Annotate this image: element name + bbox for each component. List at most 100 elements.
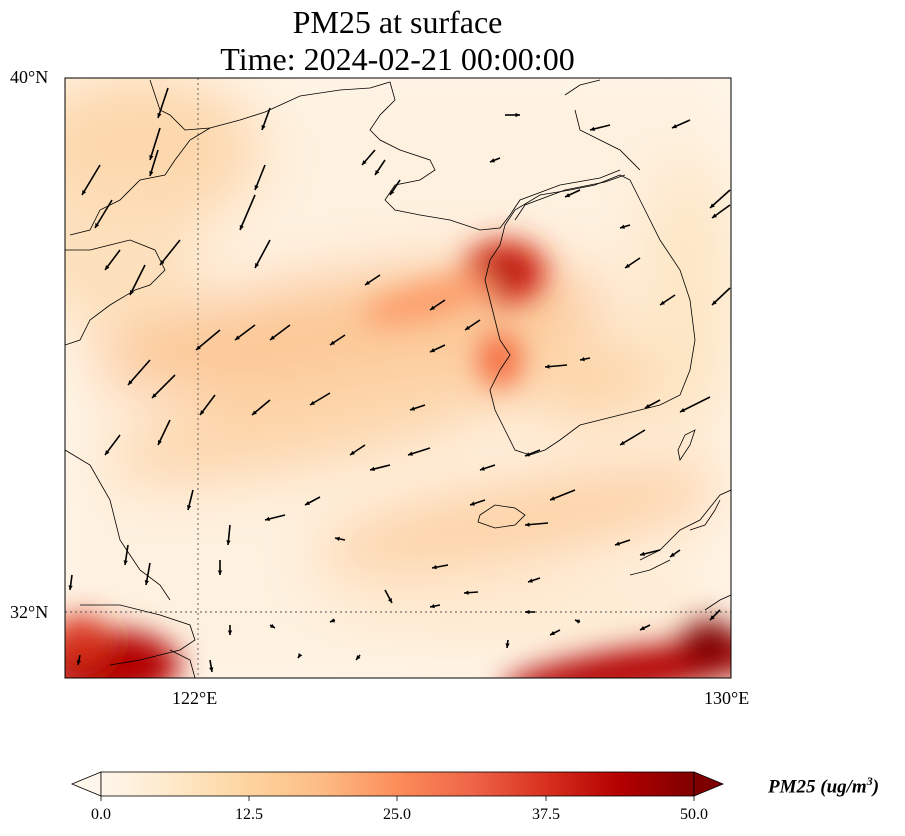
lat-tick-40: 40°N bbox=[10, 67, 49, 87]
wind-arrow-head bbox=[144, 580, 149, 585]
colorbar-label: PM25 (ug/m3) bbox=[768, 774, 880, 798]
lon-tick-122: 122°E bbox=[172, 688, 218, 708]
wind-arrow-head bbox=[235, 335, 240, 340]
wind-arrow-head bbox=[330, 340, 335, 345]
wind-arrow-head bbox=[149, 171, 154, 176]
wind-arrow-head bbox=[710, 203, 715, 208]
wind-arrow-head bbox=[123, 560, 128, 565]
wind-arrow-head bbox=[227, 630, 233, 635]
wind-arrow-head bbox=[209, 667, 214, 672]
wind-arrow bbox=[159, 239, 181, 266]
wind-arrow-head bbox=[350, 450, 355, 455]
wind-arrow-head bbox=[105, 265, 110, 270]
wind-arrow-head bbox=[254, 185, 259, 190]
wind-arrow bbox=[254, 239, 271, 269]
wind-arrow-head bbox=[265, 516, 270, 522]
wind-arrow-head bbox=[149, 155, 154, 160]
wind-arrow-head bbox=[490, 158, 495, 163]
wind-arrow-head bbox=[625, 263, 630, 268]
wind-arrow-head bbox=[680, 408, 685, 412]
wind-arrow-head bbox=[525, 609, 530, 615]
wind-arrow-head bbox=[480, 466, 485, 471]
wind-arrow-head bbox=[160, 260, 165, 265]
wind-arrow-head bbox=[375, 170, 380, 175]
wind-arrow-head bbox=[430, 603, 435, 609]
wind-arrow-head bbox=[430, 348, 435, 353]
map-title-line-2: Time: 2024-02-21 00:00:00 bbox=[220, 41, 575, 77]
wind-arrow-head bbox=[525, 452, 530, 457]
lon-tick-130: 130°E bbox=[704, 688, 750, 708]
wind-arrow-head bbox=[590, 126, 595, 132]
lat-tick-32: 32°N bbox=[10, 602, 49, 622]
wind-arrow-head bbox=[239, 225, 244, 230]
wind-arrow-head bbox=[660, 300, 665, 305]
colorbar-min-extend bbox=[70, 771, 102, 797]
wind-arrow-head bbox=[640, 551, 645, 557]
wind-arrow-head bbox=[525, 522, 530, 527]
wind-arrow-head bbox=[196, 345, 201, 350]
wind-arrow-head bbox=[410, 406, 415, 411]
wind-arrow-head bbox=[470, 501, 475, 506]
wind-arrow-head bbox=[305, 500, 310, 505]
wind-arrow-head bbox=[620, 224, 625, 229]
wind-arrow-head bbox=[670, 552, 675, 557]
wind-arrow bbox=[129, 264, 146, 296]
map-frame bbox=[64, 77, 732, 679]
wind-arrow-head bbox=[335, 536, 340, 542]
wind-arrow bbox=[619, 429, 646, 446]
wind-arrow-head bbox=[217, 570, 223, 575]
wind-arrow-head bbox=[505, 643, 510, 648]
wind-arrow-head bbox=[672, 124, 677, 129]
wind-arrow-head bbox=[270, 335, 275, 340]
colorbar-tick-4: 50.0 bbox=[680, 806, 708, 823]
wind-arrow-head bbox=[550, 496, 555, 501]
wind-arrow-head bbox=[298, 653, 303, 658]
wind-arrow bbox=[94, 199, 113, 229]
wind-arrow bbox=[151, 374, 176, 399]
gridlines bbox=[65, 78, 731, 678]
coastlines bbox=[65, 79, 731, 678]
wind-arrow-head bbox=[387, 598, 392, 603]
wind-arrow bbox=[149, 127, 161, 161]
wind-arrow bbox=[195, 329, 221, 351]
wind-arrow-head bbox=[310, 400, 315, 405]
wind-arrow-head bbox=[130, 290, 134, 295]
wind-arrow-head bbox=[712, 300, 717, 305]
wind-arrow-head bbox=[152, 393, 157, 398]
pm25-map bbox=[64, 77, 732, 679]
wind-arrow-head bbox=[712, 213, 717, 218]
wind-arrow-head bbox=[370, 466, 375, 472]
wind-arrow-head bbox=[200, 410, 205, 415]
wind-vectors bbox=[68, 87, 731, 673]
wind-arrow-head bbox=[362, 160, 367, 165]
wind-arrow-head bbox=[432, 565, 437, 570]
wind-arrow-head bbox=[615, 541, 620, 546]
colorbar-tick-0: 0.0 bbox=[91, 806, 111, 823]
colorbar-tick-2: 25.0 bbox=[383, 806, 411, 823]
wind-arrow-head bbox=[640, 626, 645, 630]
wind-arrow-head bbox=[157, 113, 162, 118]
wind-arrow-head bbox=[105, 450, 110, 455]
wind-arrow-head bbox=[620, 440, 625, 445]
wind-arrow-head bbox=[545, 364, 550, 369]
wind-arrow-head bbox=[580, 356, 585, 362]
pm25-field bbox=[65, 78, 731, 678]
wind-arrow-head bbox=[408, 451, 413, 456]
wind-arrow-head bbox=[465, 325, 470, 330]
wind-arrow-head bbox=[645, 403, 650, 408]
wind-arrow bbox=[157, 87, 169, 119]
wind-arrow-head bbox=[226, 540, 231, 545]
wind-arrow-head bbox=[68, 585, 73, 590]
wind-arrow-head bbox=[252, 410, 257, 415]
wind-arrow-head bbox=[270, 623, 275, 628]
wind-arrow-head bbox=[550, 631, 555, 635]
wind-arrow-head bbox=[330, 618, 335, 623]
map-title-line-1: PM25 at surface bbox=[292, 4, 503, 40]
wind-arrow-head bbox=[82, 190, 87, 195]
colorbar-tick-1: 12.5 bbox=[235, 806, 263, 823]
wind-arrow bbox=[149, 149, 159, 177]
pm25-hotspots bbox=[65, 240, 731, 678]
wind-arrow-head bbox=[128, 380, 133, 385]
wind-arrow bbox=[239, 194, 256, 231]
wind-arrow-head bbox=[528, 578, 533, 583]
